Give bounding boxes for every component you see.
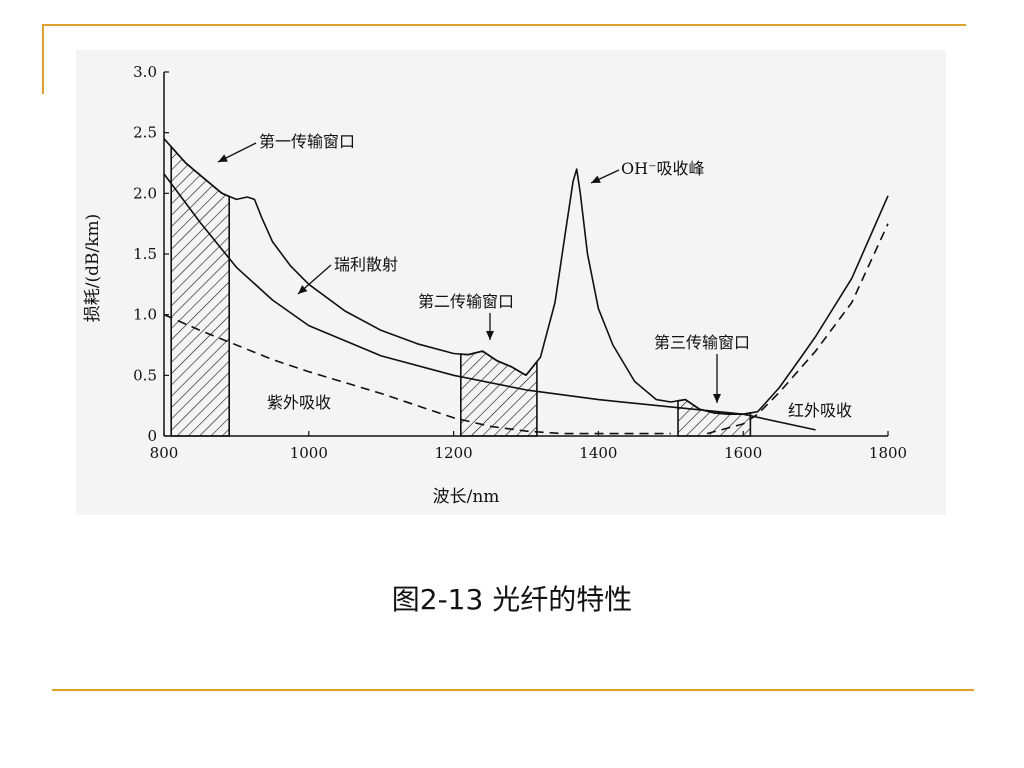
slide-bottom-rule bbox=[52, 689, 974, 691]
slide-top-rule bbox=[42, 24, 966, 26]
annotation-uv: 紫外吸收 bbox=[267, 393, 331, 412]
figure-caption: 图2-13 光纤的特性 bbox=[391, 583, 633, 616]
annotation-w2: 第二传输窗口 bbox=[418, 292, 514, 311]
x-axis-title: 波长/nm bbox=[433, 487, 500, 507]
x-tick-label: 1600 bbox=[724, 444, 762, 462]
annotation-w1: 第一传输窗口 bbox=[259, 132, 355, 151]
annotation-oh: OH⁻吸收峰 bbox=[621, 159, 705, 178]
annotation-w1-arrowhead bbox=[218, 154, 228, 162]
y-tick-label: 1.0 bbox=[133, 306, 157, 324]
y-tick-label: 3.0 bbox=[133, 63, 157, 81]
series-total-line bbox=[163, 138, 889, 415]
y-axis-title: 损耗/(dB/km) bbox=[83, 214, 103, 323]
transmission-window-3 bbox=[677, 398, 752, 437]
annotation-rayleigh-arrowhead bbox=[298, 285, 308, 294]
x-tick-label: 1800 bbox=[869, 444, 907, 462]
fiber-loss-chart: 800 1000 1200 1400 1600 1800 0 0.5 1.0 1.5 2.0 2.5 3… bbox=[83, 63, 907, 507]
slide-left-rule bbox=[42, 24, 44, 94]
x-tick-label: 1000 bbox=[290, 444, 328, 462]
annotation-rayleigh: 瑞利散射 bbox=[334, 255, 398, 274]
y-tick-label: 2.5 bbox=[133, 124, 157, 142]
series-ir-line bbox=[706, 223, 889, 435]
annotation-w3: 第三传输窗口 bbox=[654, 333, 750, 352]
transmission-window-1 bbox=[170, 144, 230, 437]
transmission-window-2 bbox=[459, 350, 538, 437]
y-tick-label: 0 bbox=[147, 427, 157, 445]
chart-series bbox=[163, 138, 889, 435]
x-tick-label: 1200 bbox=[435, 444, 473, 462]
y-tick-label: 1.5 bbox=[133, 245, 157, 263]
annotation-ir: 红外吸收 bbox=[788, 401, 852, 420]
annotation-w3-arrowhead bbox=[713, 394, 721, 403]
annotation-oh-arrowhead bbox=[591, 175, 601, 183]
x-tick-label: 800 bbox=[150, 444, 179, 462]
annotation-w2-arrowhead bbox=[486, 331, 494, 340]
series-rayleigh-line bbox=[163, 173, 816, 431]
y-tick-label: 0.5 bbox=[133, 366, 157, 384]
x-tick-label: 1400 bbox=[579, 444, 617, 462]
series-uv-line bbox=[163, 313, 671, 435]
y-tick-label: 2.0 bbox=[133, 184, 157, 202]
chart-axes: 800 1000 1200 1400 1600 1800 0 0.5 1.0 1.5 2.0 2.5 3… bbox=[133, 63, 907, 462]
